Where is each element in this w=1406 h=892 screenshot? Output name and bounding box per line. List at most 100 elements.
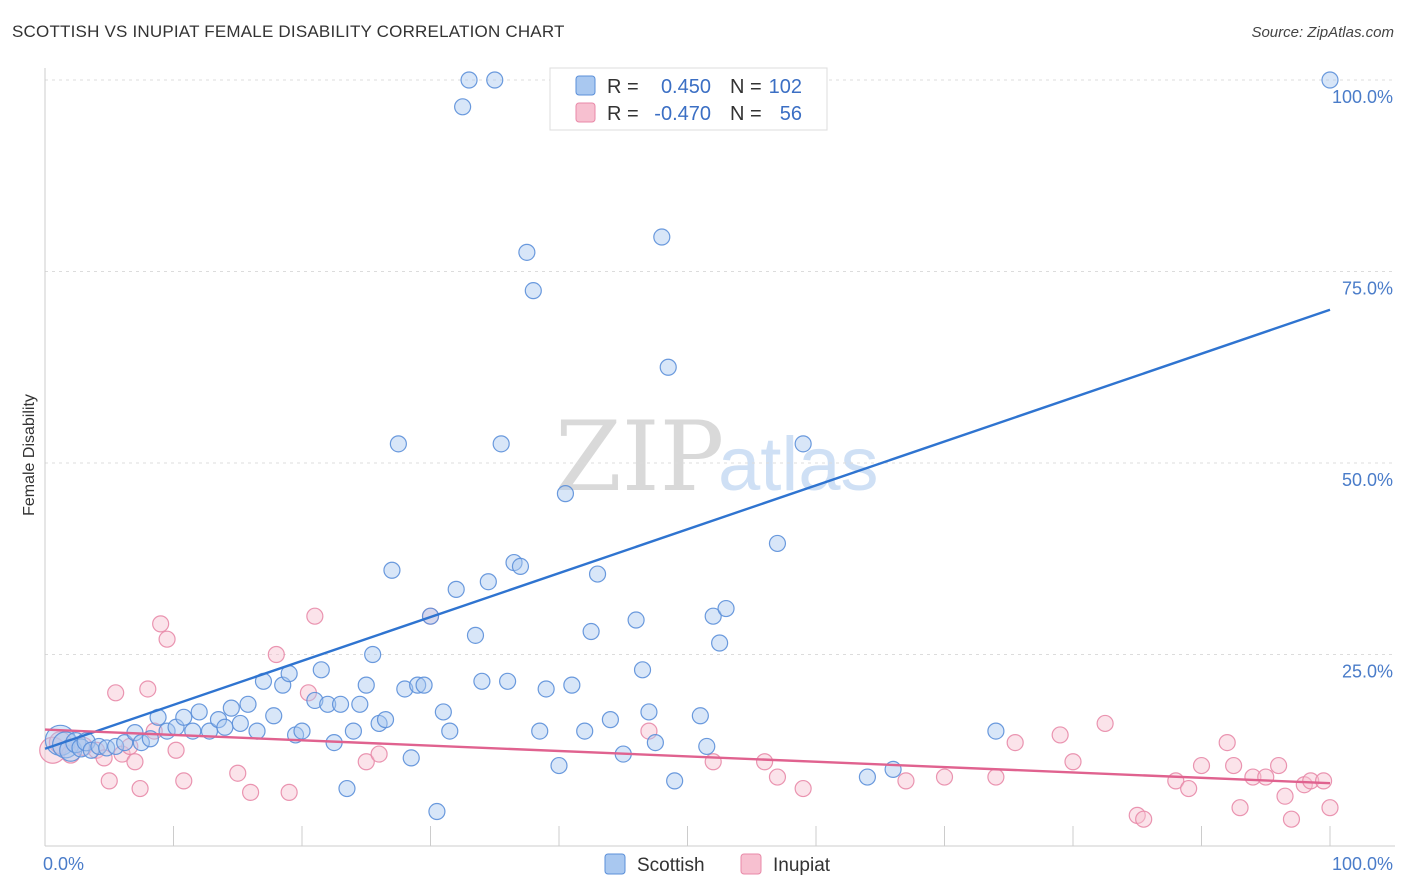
scottish-point	[499, 672, 517, 690]
inupiat-point	[897, 772, 915, 790]
scottish-point	[653, 228, 671, 246]
scottish-point	[768, 534, 787, 553]
scottish-point	[441, 722, 459, 740]
scottish-point	[434, 703, 452, 721]
watermark-zip: ZIP	[555, 401, 724, 513]
legend-r-label: R =	[607, 103, 639, 125]
inupiat-point	[306, 607, 324, 625]
inupiat-point	[1192, 756, 1211, 775]
scottish-point	[691, 707, 709, 725]
scottish-point	[698, 737, 716, 756]
axes	[44, 68, 1395, 847]
legend-n-value-inupiat: 56	[780, 103, 802, 125]
series-legend-swatch-inupiat	[740, 853, 762, 875]
scottish-point	[409, 676, 427, 694]
scottish-point	[511, 557, 530, 576]
inupiat-point	[1269, 756, 1288, 775]
inupiat-point	[131, 779, 149, 798]
scottish-point	[531, 722, 549, 740]
scottish-point	[357, 676, 375, 694]
scottish-point	[402, 749, 420, 767]
scottish-point	[190, 703, 208, 721]
scottish-point	[364, 645, 382, 664]
inupiat-point	[152, 615, 170, 633]
series-legend-label-scottish: Scottish	[637, 855, 705, 876]
scottish-point	[858, 768, 877, 786]
scottish-point	[524, 282, 542, 300]
scottish-point	[987, 722, 1005, 740]
inupiat-point	[935, 768, 954, 786]
inupiat-point	[1321, 799, 1339, 817]
inupiat-point	[107, 684, 125, 702]
scottish-point	[537, 680, 555, 698]
inupiat-point	[126, 753, 144, 771]
scottish-point	[588, 565, 607, 583]
scottish-point	[415, 676, 433, 694]
legend-r-value-inupiat: -0.470	[654, 103, 711, 125]
inupiat-point	[175, 772, 193, 790]
y-tick-label: 25.0%	[1342, 662, 1393, 682]
scottish-point	[312, 661, 330, 679]
stats-legend: R = 0.450 N = 102 R = -0.470 N = 56	[549, 67, 828, 131]
scottish-point	[447, 580, 465, 598]
scottish-point	[376, 711, 395, 729]
scottish-point	[351, 695, 369, 713]
scottish-point	[216, 718, 234, 736]
scottish-points	[44, 71, 1339, 821]
scottish-point	[248, 722, 266, 740]
inupiat-point	[1051, 726, 1069, 744]
y-tick-label: 75.0%	[1342, 279, 1393, 299]
inupiat-point	[1096, 714, 1114, 733]
y-tick-label: 50.0%	[1342, 470, 1393, 490]
scottish-point	[319, 695, 337, 713]
scottish-point	[646, 733, 664, 752]
scottish-point	[492, 435, 510, 453]
inupiat-point	[755, 753, 774, 771]
legend-n-value-scottish: 102	[769, 76, 802, 98]
inupiat-point	[229, 764, 247, 782]
scottish-point	[659, 358, 677, 376]
scottish-point	[627, 611, 645, 629]
inupiat-point	[1218, 733, 1236, 752]
inupiat-point	[768, 768, 787, 786]
scottish-point	[640, 703, 658, 721]
inupiat-point	[1231, 799, 1249, 817]
inupiat-point	[280, 783, 298, 801]
scottish-point	[794, 435, 812, 453]
scottish-point	[473, 672, 491, 690]
scottish-point	[331, 695, 350, 713]
inupiat-trend-line	[44, 728, 1331, 785]
inupiat-point	[370, 745, 388, 763]
scottish-point	[175, 708, 193, 726]
scottish-point	[107, 737, 125, 756]
scottish-point	[71, 738, 91, 758]
scottish-point	[231, 714, 249, 733]
scottish-point	[396, 680, 414, 698]
inupiat-point	[1314, 772, 1333, 790]
scottish-point	[293, 722, 311, 740]
scottish-point	[563, 676, 581, 694]
scottish-point	[666, 772, 684, 790]
trend-lines	[44, 308, 1331, 785]
inupiat-point	[167, 741, 185, 759]
scottish-trend-line	[44, 308, 1331, 750]
scottish-point	[466, 626, 485, 644]
scottish-point	[389, 435, 407, 453]
scottish-point	[711, 634, 729, 652]
inupiat-point	[1180, 779, 1198, 798]
legend-r-label: R =	[607, 76, 639, 98]
x-tick-labels: 0.0% 100.0%	[43, 854, 1393, 874]
inupiat-point	[1006, 733, 1024, 752]
scottish-point	[486, 71, 504, 89]
source-credit: Source: ZipAtlas.com	[1251, 24, 1394, 41]
gridlines	[45, 79, 1395, 655]
scottish-point	[704, 607, 722, 625]
scottish-point	[116, 733, 134, 752]
inupiat-point	[794, 779, 812, 798]
inupiat-point	[1276, 787, 1294, 805]
scottish-point	[550, 756, 568, 775]
watermark-atlas: atlas	[718, 422, 879, 507]
inupiat-point	[1225, 756, 1243, 775]
scottish-point	[479, 573, 497, 591]
legend-swatch-scottish	[575, 75, 596, 96]
